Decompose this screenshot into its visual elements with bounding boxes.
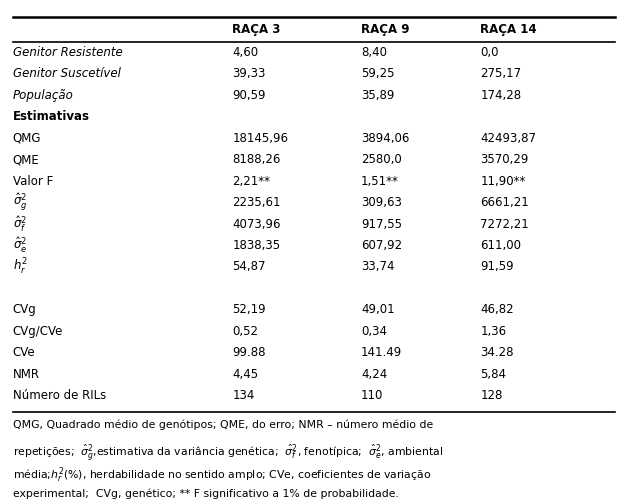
Text: RAÇA 14: RAÇA 14 [480,23,537,36]
Text: 6661,21: 6661,21 [480,196,529,209]
Text: Estimativas: Estimativas [13,110,90,123]
Text: Genitor Resistente: Genitor Resistente [13,46,122,59]
Text: Genitor Suscetível: Genitor Suscetível [13,67,121,80]
Text: 1,36: 1,36 [480,325,507,338]
Text: 99.88: 99.88 [232,346,266,359]
Text: 8188,26: 8188,26 [232,153,281,166]
Text: 8,40: 8,40 [361,46,387,59]
Text: $\hat{\sigma}^2_g$: $\hat{\sigma}^2_g$ [13,192,27,213]
Text: 52,19: 52,19 [232,303,266,316]
Text: CVe: CVe [13,346,35,359]
Text: $h^2_r$: $h^2_r$ [13,257,28,277]
Text: 4,60: 4,60 [232,46,259,59]
Text: 0,52: 0,52 [232,325,258,338]
Text: QMG, Quadrado médio de genótipos; QME, do erro; NMR – número médio de: QMG, Quadrado médio de genótipos; QME, d… [13,419,433,430]
Text: RAÇA 9: RAÇA 9 [361,23,409,36]
Text: Valor F: Valor F [13,175,53,188]
Text: 4,45: 4,45 [232,368,259,381]
Text: CVg/CVe: CVg/CVe [13,325,63,338]
Text: 91,59: 91,59 [480,260,514,273]
Text: QME: QME [13,153,40,166]
Text: QMG: QMG [13,132,41,145]
Text: 0,34: 0,34 [361,325,387,338]
Text: 46,82: 46,82 [480,303,514,316]
Text: repetições;  $\hat{\sigma}^2_g$,estimativa da variância genética;  $\hat{\sigma}: repetições; $\hat{\sigma}^2_g$,estimativ… [13,442,443,464]
Text: 607,92: 607,92 [361,239,402,252]
Text: População: População [13,89,73,102]
Text: média;$h^2_r$(%), herdabilidade no sentido amplo; CVe, coeficientes de variação: média;$h^2_r$(%), herdabilidade no senti… [13,465,431,485]
Text: Número de RILs: Número de RILs [13,389,106,402]
Text: 2,21**: 2,21** [232,175,271,188]
Text: 33,74: 33,74 [361,260,394,273]
Text: 90,59: 90,59 [232,89,266,102]
Text: 3570,29: 3570,29 [480,153,529,166]
Text: 2580,0: 2580,0 [361,153,402,166]
Text: 110: 110 [361,389,384,402]
Text: 39,33: 39,33 [232,67,266,80]
Text: 34.28: 34.28 [480,346,514,359]
Text: 4073,96: 4073,96 [232,218,281,231]
Text: 1838,35: 1838,35 [232,239,281,252]
Text: 42493,87: 42493,87 [480,132,536,145]
Text: 141.49: 141.49 [361,346,403,359]
Text: 35,89: 35,89 [361,89,394,102]
Text: RAÇA 3: RAÇA 3 [232,23,281,36]
Text: 1,51**: 1,51** [361,175,399,188]
Text: CVg: CVg [13,303,36,316]
Text: 0,0: 0,0 [480,46,499,59]
Text: 134: 134 [232,389,255,402]
Text: 611,00: 611,00 [480,239,521,252]
Text: NMR: NMR [13,368,40,381]
Text: 275,17: 275,17 [480,67,521,80]
Text: 59,25: 59,25 [361,67,394,80]
Text: 7272,21: 7272,21 [480,218,529,231]
Text: $\hat{\sigma}^2_e$: $\hat{\sigma}^2_e$ [13,236,27,255]
Text: 54,87: 54,87 [232,260,266,273]
Text: 2235,61: 2235,61 [232,196,281,209]
Text: 4,24: 4,24 [361,368,387,381]
Text: 18145,96: 18145,96 [232,132,288,145]
Text: 917,55: 917,55 [361,218,402,231]
Text: 11,90**: 11,90** [480,175,526,188]
Text: 5,84: 5,84 [480,368,506,381]
Text: 49,01: 49,01 [361,303,395,316]
Text: experimental;  CVg, genético; ** F significativo a 1% de probabilidade.: experimental; CVg, genético; ** F signif… [13,488,398,499]
Text: 128: 128 [480,389,503,402]
Text: 174,28: 174,28 [480,89,521,102]
Text: 3894,06: 3894,06 [361,132,409,145]
Text: 309,63: 309,63 [361,196,402,209]
Text: $\hat{\sigma}^2_f$: $\hat{\sigma}^2_f$ [13,214,26,234]
